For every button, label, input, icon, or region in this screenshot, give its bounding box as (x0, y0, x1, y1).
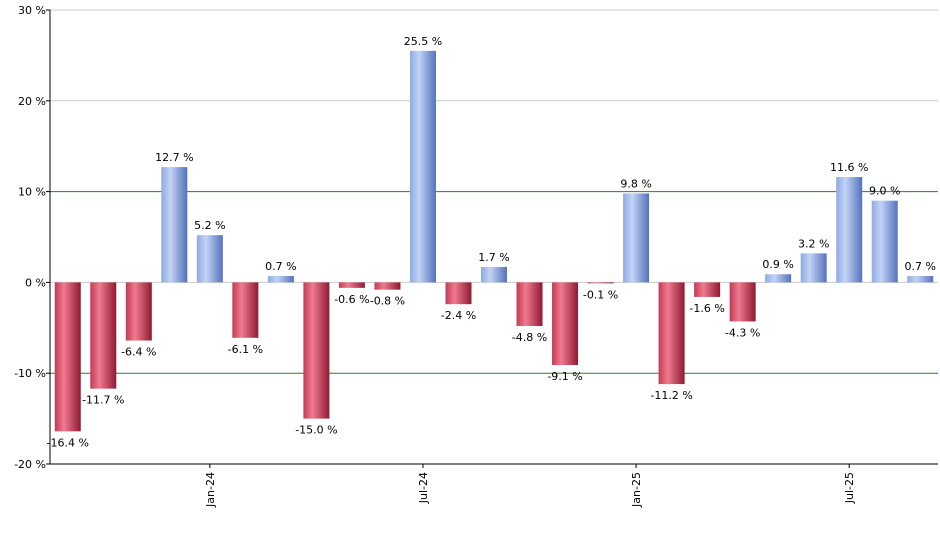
bar (125, 282, 152, 341)
data-label: -2.4 % (441, 309, 476, 322)
data-label: 9.0 % (869, 185, 900, 198)
axes (46, 9, 938, 468)
data-label: 25.5 % (404, 35, 442, 48)
y-tick-label: -20 % (14, 458, 46, 471)
y-tick-label: 0 % (25, 276, 46, 289)
data-labels: -16.4 % -11.7 % -6.4 % 12.7 % 5.2 % -6.1 % 0.7… (47, 35, 936, 449)
data-label: -1.6 % (689, 302, 724, 315)
bar (587, 282, 614, 284)
data-label: -11.7 % (82, 394, 124, 407)
bar (623, 193, 650, 283)
bar (196, 235, 223, 283)
bar (481, 266, 507, 283)
bar (374, 282, 401, 290)
data-label: 0.7 % (905, 260, 936, 273)
bar (729, 282, 756, 322)
x-tick-label: Jul-24 (417, 472, 430, 504)
x-tick-label: Jul-25 (843, 472, 856, 504)
bar (694, 282, 721, 297)
data-label: -9.1 % (547, 370, 582, 383)
data-label: 1.7 % (478, 251, 509, 264)
bars (54, 50, 934, 432)
data-label: 0.7 % (265, 260, 296, 273)
data-label: -15.0 % (295, 424, 337, 437)
bar (658, 282, 685, 385)
x-tick-label: Jan-24 (204, 472, 217, 508)
data-label: 12.7 % (155, 151, 193, 164)
data-label: -6.1 % (228, 343, 263, 356)
bar (267, 276, 294, 283)
bar (90, 282, 117, 389)
data-label: -11.2 % (650, 389, 692, 402)
data-label: -16.4 % (47, 436, 89, 449)
bar (54, 282, 81, 432)
data-label: -0.6 % (334, 293, 369, 306)
y-tick-labels: 30 % 20 % 10 % 0 % -10 % -20 % (14, 4, 46, 471)
data-label: -6.4 % (121, 346, 156, 359)
highlight-lines (50, 191, 938, 374)
y-tick-label: -10 % (14, 367, 46, 380)
x-tick-label: Jan-25 (630, 472, 643, 508)
data-label: 11.6 % (830, 161, 868, 174)
y-tick-label: 10 % (18, 186, 46, 199)
y-tick-label: 30 % (18, 4, 46, 17)
bar (800, 253, 827, 283)
bar (907, 276, 934, 283)
bar (516, 282, 543, 326)
x-tick-labels: Jan-24 Jul-24 Jan-25 Jul-25 (204, 472, 856, 508)
data-label: -4.3 % (725, 326, 760, 339)
data-label: 5.2 % (194, 219, 225, 232)
data-label: -0.1 % (583, 288, 618, 301)
bar (232, 282, 259, 338)
data-label: -4.8 % (512, 331, 547, 344)
bar (765, 274, 792, 283)
bar (552, 282, 579, 366)
bar (303, 282, 330, 419)
bar (836, 177, 863, 283)
bar (871, 200, 898, 283)
bar (338, 282, 365, 288)
data-label: 9.8 % (620, 177, 651, 190)
data-label: -0.8 % (370, 295, 405, 308)
y-tick-label: 20 % (18, 95, 46, 108)
bar (161, 167, 188, 283)
data-label: 0.9 % (762, 258, 793, 271)
data-label: 3.2 % (798, 237, 829, 250)
bar (409, 50, 436, 283)
bar (445, 282, 472, 305)
